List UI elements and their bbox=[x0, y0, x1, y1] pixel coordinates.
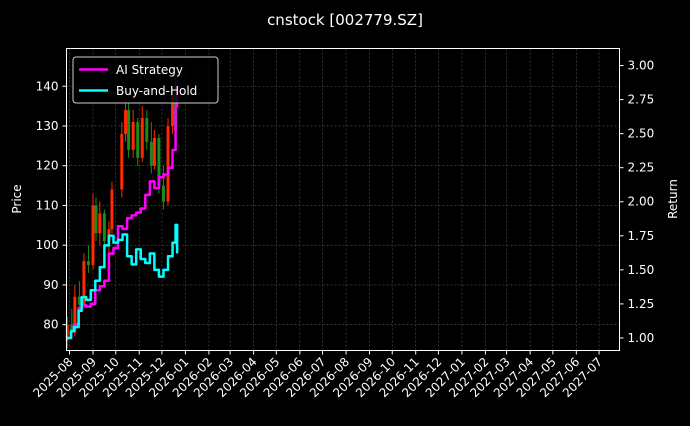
candle-body bbox=[120, 133, 124, 190]
candle-body bbox=[77, 296, 81, 305]
candle-body bbox=[157, 137, 161, 186]
y2-axis-label: Return bbox=[666, 179, 680, 219]
candle-body bbox=[73, 296, 77, 333]
candle-body bbox=[110, 189, 114, 230]
candle-body bbox=[91, 205, 95, 266]
y-tick-label: 110 bbox=[36, 198, 59, 212]
y-tick-label: 90 bbox=[43, 278, 58, 292]
y-tick-label: 130 bbox=[36, 119, 59, 133]
candle-body bbox=[171, 94, 175, 126]
candle-body bbox=[131, 122, 135, 150]
series-lines bbox=[66, 85, 179, 340]
y2-tick-label: 2.25 bbox=[628, 161, 655, 175]
candle-body bbox=[161, 185, 165, 202]
legend-label-buy-and-hold: Buy-and-Hold bbox=[116, 84, 197, 98]
y-tick-label: 140 bbox=[36, 79, 59, 93]
y-tick-label: 80 bbox=[43, 318, 58, 332]
candle-body bbox=[152, 137, 156, 166]
y2-tick-label: 2.00 bbox=[628, 195, 655, 209]
candle-body bbox=[70, 324, 74, 333]
y2-tick-label: 1.25 bbox=[628, 297, 655, 311]
y2-tick-label: 2.75 bbox=[628, 93, 655, 107]
y2-tick-label: 2.50 bbox=[628, 127, 655, 141]
candle-body bbox=[98, 213, 102, 234]
y2-tick-label: 1.75 bbox=[628, 229, 655, 243]
series-line-ai-strategy bbox=[66, 85, 179, 340]
y2-tick-label: 1.50 bbox=[628, 263, 655, 277]
candle-body bbox=[65, 324, 69, 341]
y-tick-label: 120 bbox=[36, 159, 59, 173]
y2-tick-label: 1.00 bbox=[628, 331, 655, 345]
candle-body bbox=[149, 141, 153, 166]
series-line-buy-and-hold bbox=[66, 223, 179, 340]
candle-body bbox=[102, 213, 106, 242]
grid bbox=[66, 48, 620, 351]
candle-body bbox=[86, 261, 90, 266]
candle-body bbox=[124, 110, 128, 134]
candle-body bbox=[140, 118, 144, 158]
legend-label-ai-strategy: AI Strategy bbox=[116, 63, 183, 77]
legend-box bbox=[72, 56, 219, 104]
candle-body bbox=[136, 122, 140, 158]
y2-tick-label: 3.00 bbox=[628, 59, 655, 73]
plot-frame bbox=[66, 48, 620, 351]
legend: AI Strategy Buy-and-Hold bbox=[72, 56, 219, 104]
candle-body bbox=[145, 118, 149, 142]
y-axis-label: Price bbox=[10, 184, 24, 213]
chart-title: cnstock [002779.SZ] bbox=[267, 11, 423, 29]
y-tick-label: 100 bbox=[36, 238, 59, 252]
candle-body bbox=[82, 261, 86, 305]
candle-body bbox=[94, 205, 98, 234]
candle-body bbox=[127, 110, 131, 150]
candle-body bbox=[166, 125, 170, 202]
